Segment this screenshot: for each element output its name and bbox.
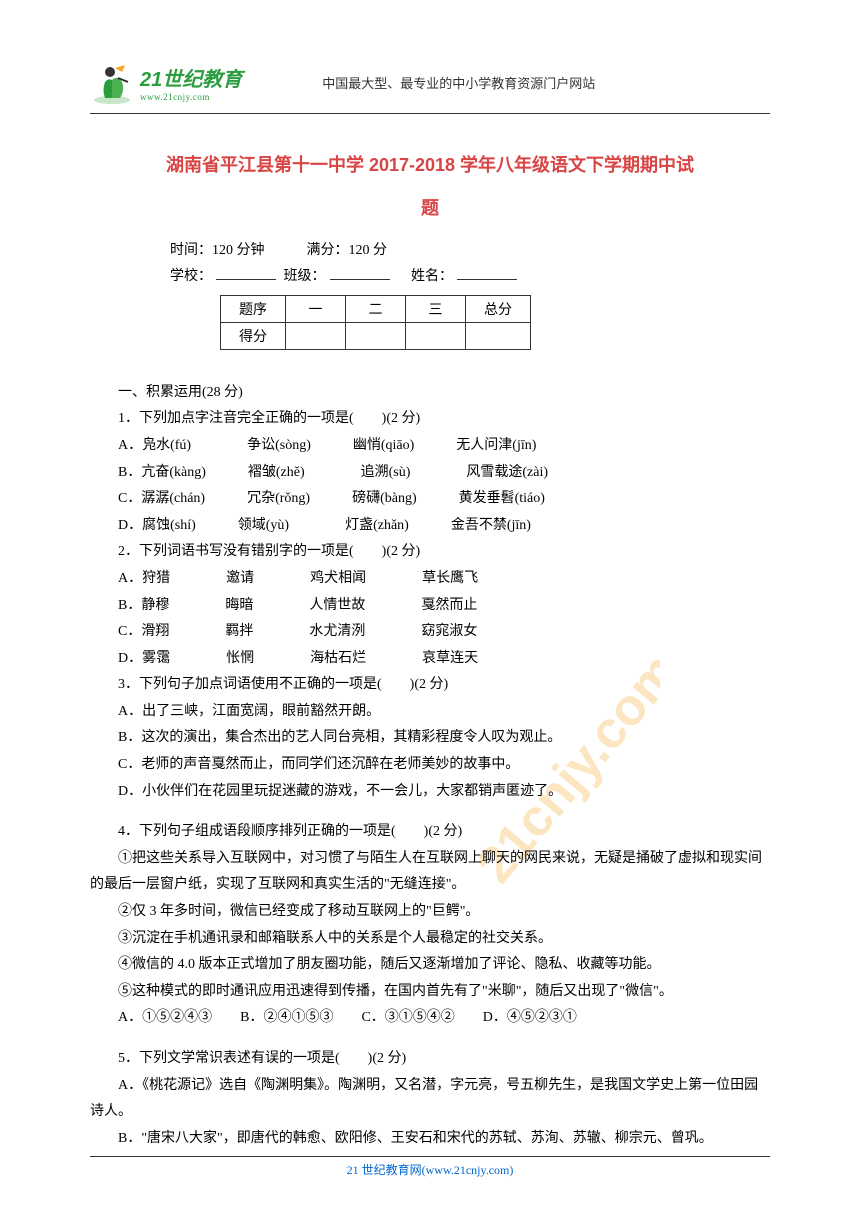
q5-stem: 5．下列文学常识表述有误的一项是( )(2 分) [90,1046,770,1073]
page-footer: 21 世纪教育网(www.21cnjy.com) [0,1156,860,1178]
table-cell [286,322,346,349]
q5-optA: A．《桃花源记》选自《陶渊明集》。陶渊明，又名潜，字元亮，号五柳先生，是我国文学… [90,1073,770,1126]
q4-line1: ①把这些关系导入互联网中，对习惯了与陌生人在互联网上聊天的网民来说，无疑是捅破了… [90,846,770,899]
logo: 21世纪教育 www.21cnjy.com [90,60,242,105]
class-label: 班级： [284,269,326,284]
title-line1: 湖南省平江县第十一中学 2017-2018 学年八年级语文下学期期中试 [90,144,770,187]
title-line2: 题 [90,187,770,230]
q1-optB: B．亢奋(kàng) 褶皱(zhě) 追溯(sù) 风雪载途(zài) [90,460,770,487]
q4-stem: 4．下列句子组成语段顺序排列正确的一项是( )(2 分) [90,819,770,846]
q2-optA: A．狩猎 邀请 鸡犬相闻 草长鹰飞 [90,566,770,593]
logo-text: 21世纪教育 www.21cnjy.com [140,63,242,102]
table-cell [346,322,406,349]
q2-stem: 2．下列词语书写没有错别字的一项是( )(2 分) [90,539,770,566]
full-value: 120 分 [349,243,388,258]
q2-optD: D．雾霭 怅惘 海枯石烂 哀草连天 [90,646,770,673]
footer-link: (www.21cnjy.com) [422,1163,514,1177]
section-title: 一、积累运用(28 分) [90,380,770,407]
school-label: 学校： [170,269,212,284]
q4-line2: ②仅 3 年多时间，微信已经变成了移动互联网上的"巨鳄"。 [90,899,770,926]
table-cell: 题序 [221,295,286,322]
table-cell: 一 [286,295,346,322]
q2-optB: B．静穆 晦暗 人情世故 戛然而止 [90,593,770,620]
name-label: 姓名： [411,269,453,284]
time-label: 时间： [170,243,212,258]
q4-options: A．①⑤②④③ B．②④①⑤③ C．③①⑤④② D．④⑤②③① [90,1005,770,1032]
q1-optC: C．潺潺(chán) 冗杂(rǒng) 磅礴(bàng) 黄发垂髫(tiáo) [90,486,770,513]
page-header: 21世纪教育 www.21cnjy.com 中国最大型、最专业的中小学教育资源门… [90,60,770,114]
q4-line5: ⑤这种模式的即时通讯应用迅速得到传播，在国内首先有了"米聊"，随后又出现了"微信… [90,979,770,1006]
school-blank [216,279,276,280]
q3-optD: D．小伙伴们在花园里玩捉迷藏的游戏，不一会儿，大家都销声匿迹了。 [90,779,770,806]
table-cell: 总分 [466,295,531,322]
class-blank [330,279,390,280]
footer-line [90,1156,770,1157]
table-cell: 二 [346,295,406,322]
q1-optA: A．凫水(fú) 争讼(sòng) 幽悄(qiāo) 无人问津(jīn) [90,433,770,460]
table-cell: 三 [406,295,466,322]
q2-optC: C．滑翔 羁拌 水尤清洌 窈窕淑女 [90,619,770,646]
q1-stem: 1．下列加点字注音完全正确的一项是( )(2 分) [90,406,770,433]
q4-line4: ④微信的 4.0 版本正式增加了朋友圈功能，随后又逐渐增加了评论、隐私、收藏等功… [90,952,770,979]
q3-optB: B．这次的演出，集合杰出的艺人同台亮相，其精彩程度令人叹为观止。 [90,725,770,752]
exam-info: 时间：120 分钟 满分：120 分 学校： 班级： 姓名： [170,238,770,288]
logo-main-text: 21世纪教育 [140,63,242,92]
name-blank [457,279,517,280]
footer-text: 21 世纪教育网 [347,1163,422,1177]
table-cell [406,322,466,349]
score-table: 题序 一 二 三 总分 得分 [220,295,531,350]
time-value: 120 分钟 [212,243,265,258]
table-row: 题序 一 二 三 总分 [221,295,531,322]
table-row: 得分 [221,322,531,349]
q4-line3: ③沉淀在手机通讯录和邮箱联系人中的关系是个人最稳定的社交关系。 [90,926,770,953]
logo-url-text: www.21cnjy.com [140,92,242,102]
header-slogan: 中国最大型、最专业的中小学教育资源门户网站 [322,73,595,92]
q3-optA: A．出了三峡，江面宽阔，眼前豁然开朗。 [90,699,770,726]
q3-optC: C．老师的声音戛然而止，而同学们还沉醉在老师美妙的故事中。 [90,752,770,779]
table-cell [466,322,531,349]
full-label: 满分： [307,243,349,258]
q1-optD: D．腐蚀(shí) 领域(yù) 灯盏(zhǎn) 金吾不禁(jīn) [90,513,770,540]
content: 一、积累运用(28 分) 1．下列加点字注音完全正确的一项是( )(2 分) A… [90,380,770,1153]
exam-title: 湖南省平江县第十一中学 2017-2018 学年八年级语文下学期期中试 题 [90,144,770,230]
q3-stem: 3．下列句子加点词语使用不正确的一项是( )(2 分) [90,672,770,699]
table-cell: 得分 [221,322,286,349]
q5-optB: B．"唐宋八大家"，即唐代的韩愈、欧阳修、王安石和宋代的苏轼、苏洵、苏辙、柳宗元… [90,1126,770,1153]
logo-icon [90,60,135,105]
